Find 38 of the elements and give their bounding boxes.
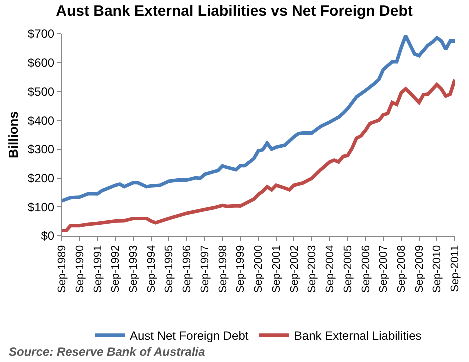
chart-title: Aust Bank External Liabilities vs Net Foreign Debt <box>56 2 413 20</box>
y-tick-label: $700 <box>28 27 55 42</box>
y-tick-label: $0 <box>41 229 55 244</box>
x-tick-label: Sep-1998 <box>217 245 230 294</box>
x-tick-label: Sep-2011 <box>450 245 462 292</box>
x-tick-label: Sep-2004 <box>324 245 337 294</box>
x-tick-label: Sep-1997 <box>199 245 212 294</box>
x-tick-label: Sep-1994 <box>146 245 158 294</box>
x-tick-label: Sep-1989 <box>56 245 69 294</box>
source-note: Source: Reserve Bank of Australia <box>9 345 206 359</box>
x-tick-label: Sep-1992 <box>110 245 122 294</box>
y-tick-label: $500 <box>28 84 55 99</box>
x-tick-label: Sep-2008 <box>396 245 408 294</box>
x-tick-label: Sep-1990 <box>74 245 86 294</box>
x-tick-label: Sep-1996 <box>182 245 194 294</box>
x-tick-label: Sep-2002 <box>288 245 301 294</box>
legend-label: Bank External Liabilities <box>294 329 422 344</box>
x-tick-label: Sep-2009 <box>414 245 426 294</box>
line-series <box>62 78 455 233</box>
y-tick-label: $200 <box>28 171 55 186</box>
y-tick-label: $300 <box>28 142 55 157</box>
x-tick-label: Sep-2005 <box>342 245 354 294</box>
x-tick-label: Sep-1999 <box>235 245 248 294</box>
x-tick-label: Sep-1991 <box>92 245 104 294</box>
y-tick-label: $100 <box>28 200 55 214</box>
x-tick-label: Sep-2001 <box>270 245 283 294</box>
x-tick-label: Sep-2007 <box>378 245 390 294</box>
legend-label: Aust Net Foreign Debt <box>130 329 250 344</box>
x-tick-label: Sep-2010 <box>432 245 444 294</box>
x-tick-label: Sep-2000 <box>253 245 266 294</box>
x-tick-label: Sep-2006 <box>360 245 372 294</box>
y-tick-label: $400 <box>28 114 55 128</box>
x-tick-label: Sep-2003 <box>306 245 319 294</box>
line-series <box>62 34 455 203</box>
y-tick-label: $600 <box>28 56 55 70</box>
x-tick-label: Sep-1993 <box>128 245 140 294</box>
y-axis-title: Billions <box>6 112 21 158</box>
x-tick-label: Sep-1995 <box>164 245 176 294</box>
